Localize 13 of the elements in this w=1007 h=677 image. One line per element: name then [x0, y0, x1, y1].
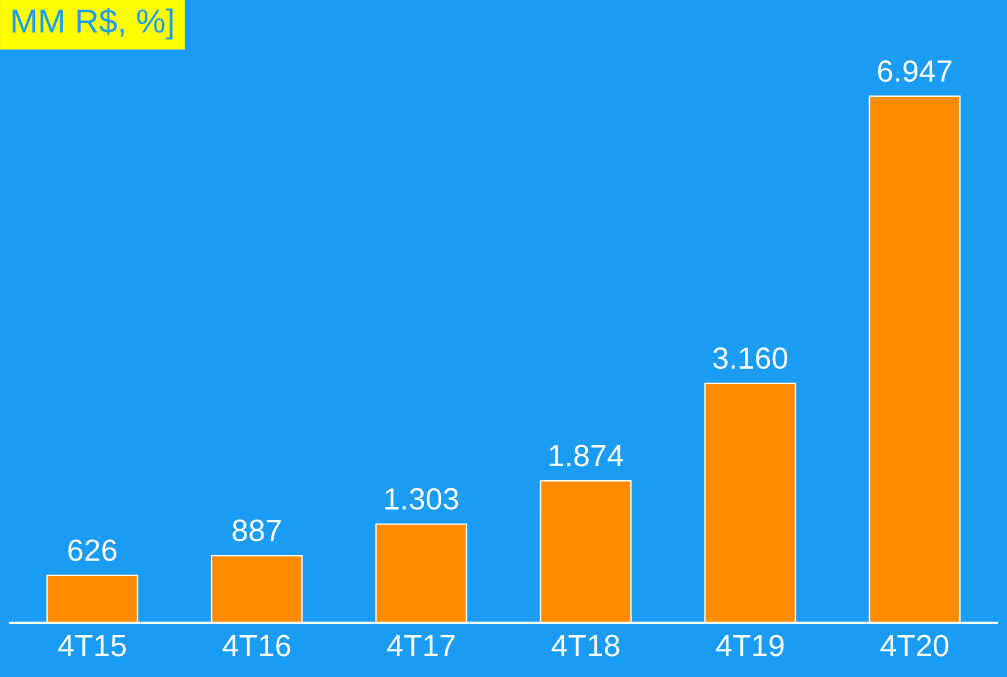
data-label: 6.947 — [878, 60, 952, 82]
chart-title: MM R$, %] — [12, 7, 173, 40]
x-tick-label: 4T15 — [58, 635, 126, 657]
x-tick-label: 4T20 — [880, 634, 949, 657]
data-label: 1.303 — [385, 488, 459, 510]
x-tick-label: 4T17 — [387, 635, 455, 657]
data-label: 626 — [68, 539, 117, 562]
data-label: 3.160 — [713, 347, 788, 369]
x-tick-label: 4T16 — [222, 634, 291, 657]
data-label: 1.874 — [549, 444, 624, 467]
data-label: 887 — [232, 519, 281, 542]
x-tick-label: 4T18 — [551, 634, 620, 657]
x-tick-label: 4T19 — [716, 634, 784, 657]
